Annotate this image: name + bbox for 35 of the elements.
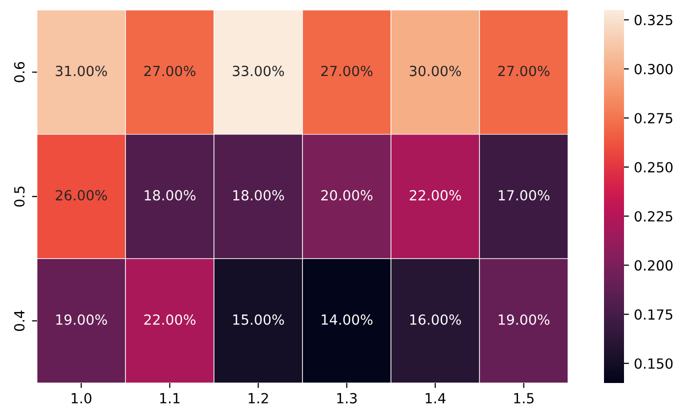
data-label: 19.00% bbox=[56, 314, 107, 325]
x-tick-label: 1.4 bbox=[426, 393, 446, 404]
data-label: 19.00% bbox=[498, 314, 550, 325]
color-bar-label: 0.300 bbox=[634, 64, 673, 74]
color-bar-label: 0.250 bbox=[634, 162, 673, 173]
color-bar-label: 0.150 bbox=[634, 358, 673, 369]
data-label: 14.00% bbox=[322, 314, 372, 325]
color-bar-label: 0.275 bbox=[634, 112, 672, 124]
color-bar-label: 0.175 bbox=[634, 309, 672, 320]
data-label: 27.00% bbox=[321, 66, 372, 76]
y-tick-label: 0.6 bbox=[14, 62, 25, 82]
data-label: 20.00% bbox=[321, 190, 372, 201]
x-tick-label: 1.3 bbox=[337, 392, 357, 404]
color-bar-label: 0.225 bbox=[634, 211, 672, 222]
data-label: 17.00% bbox=[498, 190, 550, 201]
data-label: 15.00% bbox=[233, 314, 284, 325]
data-label: 33.00% bbox=[232, 66, 284, 76]
data-label: 31.00% bbox=[56, 66, 107, 76]
data-label: 26.00% bbox=[56, 190, 107, 201]
data-label: 18.00% bbox=[144, 190, 196, 201]
data-label: 27.00% bbox=[144, 66, 196, 76]
x-tick-label: 1.1 bbox=[160, 393, 180, 404]
data-label: 16.00% bbox=[410, 314, 461, 325]
color-bar-label: 0.200 bbox=[634, 260, 673, 271]
data-label: 18.00% bbox=[233, 190, 284, 201]
x-tick-label: 1.0 bbox=[72, 392, 92, 404]
data-label: 30.00% bbox=[410, 66, 461, 76]
x-tick-label: 1.5 bbox=[514, 393, 534, 404]
data-label: 22.00% bbox=[144, 314, 196, 325]
data-label: 27.00% bbox=[498, 66, 550, 76]
y-tick-label: 0.5 bbox=[14, 186, 25, 207]
data-label: 22.00% bbox=[410, 190, 461, 201]
color-bar-label: 0.325 bbox=[634, 14, 672, 26]
x-tick-label: 1.2 bbox=[248, 392, 268, 404]
y-tick-label: 0.4 bbox=[14, 310, 25, 331]
